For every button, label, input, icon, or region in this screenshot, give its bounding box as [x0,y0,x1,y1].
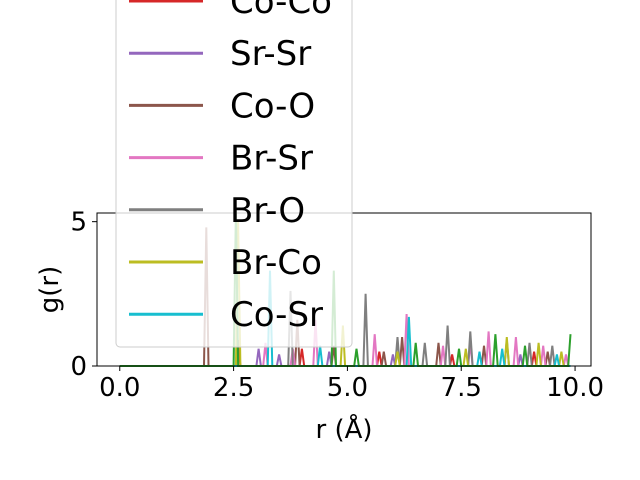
x-tick-label: 2.5 [213,373,254,403]
y-tick-label: 5 [70,208,87,238]
legend-label-sr-sr: Sr-Sr [230,34,311,74]
x-tick-label: 0.0 [99,373,140,403]
x-tick-label: 5.0 [327,373,368,403]
y-axis-label: g(r) [35,266,65,313]
legend-label-br-o: Br-O [230,191,305,231]
legend-label-br-sr: Br-Sr [230,139,313,179]
ticks-layer: 0.0 2.5 5.0 7.5 10.0 0 5 [70,208,604,403]
legend: Co-Co Sr-Sr Co-O Br-Sr Br-O Br-Co Co-Sr [115,0,353,348]
legend-label-co-sr: Co-Sr [230,295,323,335]
x-axis-label: r (Å) [315,413,372,445]
y-tick-label: 0 [70,352,87,382]
x-tick-label: 10.0 [546,373,604,403]
legend-label-co-o: Co-O [230,86,315,126]
x-tick-label: 7.5 [441,373,482,403]
legend-label-co-co: Co-Co [230,0,332,22]
legend-box [115,0,353,348]
legend-label-br-co: Br-Co [230,243,322,283]
